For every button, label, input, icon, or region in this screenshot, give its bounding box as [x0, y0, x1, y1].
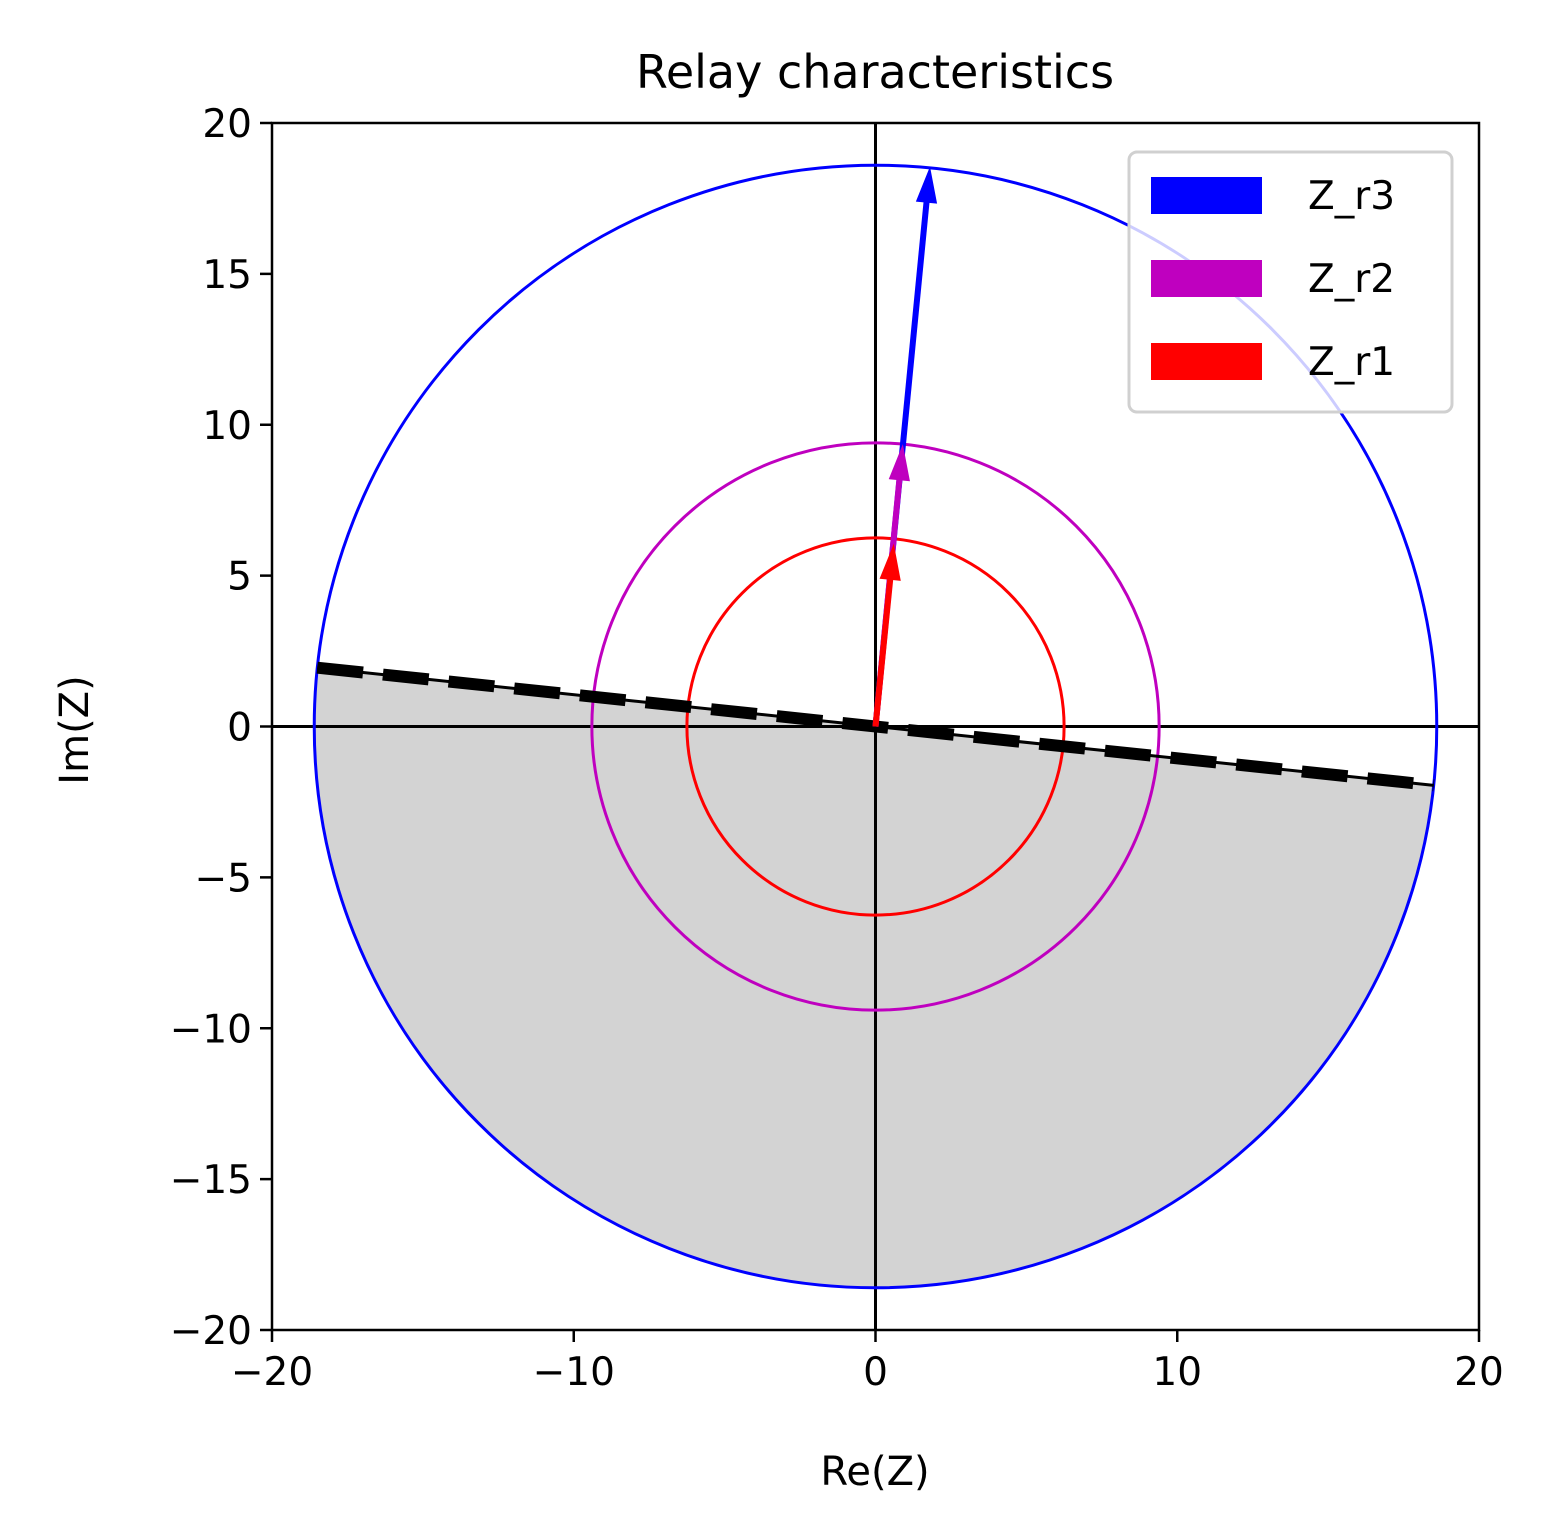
- legend-label: Z_r1: [1308, 340, 1395, 385]
- y-tick-label: −10: [170, 1007, 252, 1052]
- vector-arrowhead-z-r2: [888, 444, 910, 482]
- vector-arrowhead-z-r3: [915, 166, 938, 204]
- y-tick-label: 10: [202, 404, 252, 449]
- legend-swatch: [1151, 177, 1262, 214]
- shaded-trip-region: [314, 667, 1434, 1288]
- x-tick-label: 10: [1152, 1350, 1202, 1395]
- circle-z-r3: [312, 163, 1439, 1290]
- x-axis-label: Re(Z): [820, 1449, 929, 1495]
- y-tick-label: −15: [170, 1158, 252, 1203]
- legend-swatch: [1151, 343, 1262, 380]
- y-tick-label: 0: [227, 706, 252, 751]
- y-tick-label: 20: [202, 102, 252, 147]
- x-tick-label: 0: [863, 1350, 888, 1395]
- y-tick-label: −5: [195, 856, 253, 901]
- legend: Z_r3 Z_r2 Z_r1: [1127, 150, 1454, 414]
- legend-label: Z_r2: [1308, 257, 1395, 302]
- x-tick-label: −20: [231, 1350, 313, 1395]
- x-tick-label: −10: [533, 1350, 615, 1395]
- y-tick-label: −20: [170, 1309, 252, 1354]
- legend-swatch: [1151, 260, 1262, 297]
- legend-label: Z_r3: [1308, 174, 1395, 219]
- vector-arrowhead-z-r1: [879, 543, 901, 581]
- x-tick-label: 20: [1454, 1350, 1504, 1395]
- chart-title: Relay characteristics: [636, 45, 1114, 99]
- y-tick-label: 15: [202, 253, 252, 298]
- y-tick-label: 5: [227, 555, 252, 600]
- vector-z-r1: [872, 576, 894, 727]
- impedance-vectors: [872, 166, 938, 727]
- circle-z-r2: [590, 441, 1161, 1012]
- y-axis-label: Im(Z): [52, 675, 98, 784]
- axis-ticks: −20 −10 0 10 20 −20 −15 −10 −5 0 5 10 15 20: [170, 102, 1504, 1395]
- circle-z-r1: [685, 536, 1066, 917]
